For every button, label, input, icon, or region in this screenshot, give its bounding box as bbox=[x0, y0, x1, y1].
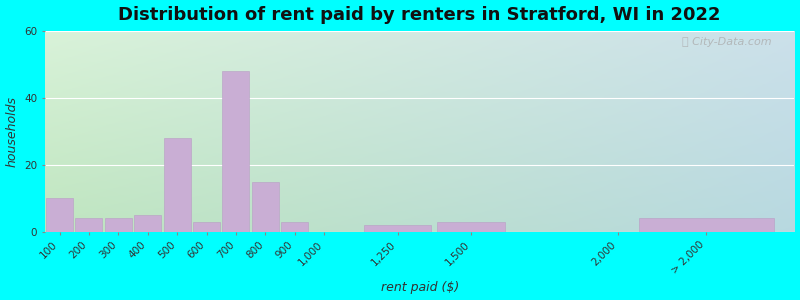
Bar bbox=[438, 222, 505, 232]
Bar bbox=[193, 222, 220, 232]
X-axis label: rent paid ($): rent paid ($) bbox=[381, 281, 458, 294]
Bar bbox=[252, 182, 279, 232]
Bar bbox=[222, 71, 250, 232]
Bar bbox=[105, 218, 132, 232]
Bar bbox=[46, 198, 73, 232]
Y-axis label: households: households bbox=[6, 96, 18, 167]
Bar bbox=[164, 138, 190, 232]
Bar bbox=[638, 218, 774, 232]
Bar bbox=[134, 215, 162, 232]
Title: Distribution of rent paid by renters in Stratford, WI in 2022: Distribution of rent paid by renters in … bbox=[118, 6, 721, 24]
Text: ⓘ City-Data.com: ⓘ City-Data.com bbox=[682, 37, 772, 47]
Bar bbox=[282, 222, 308, 232]
Bar bbox=[75, 218, 102, 232]
Bar bbox=[364, 225, 431, 232]
